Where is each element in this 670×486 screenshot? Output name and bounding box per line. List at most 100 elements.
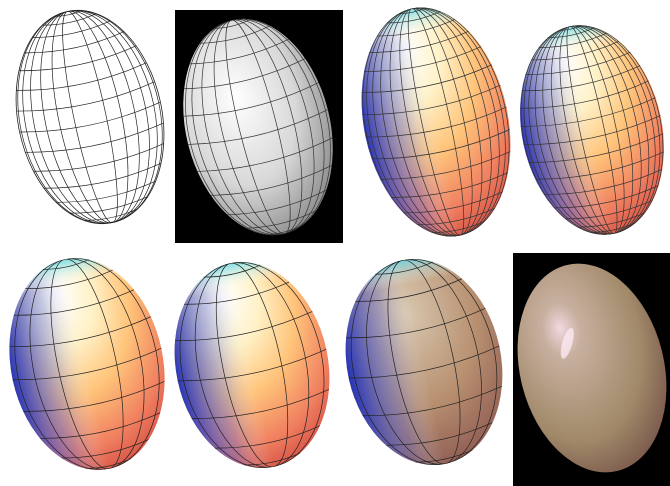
- latitude: [200, 25, 271, 44]
- latitude: [191, 389, 330, 419]
- latitude: [364, 46, 482, 72]
- latitude: [13, 289, 135, 316]
- ellipsoid: [517, 263, 667, 473]
- latitude: [33, 143, 164, 172]
- latitude: [543, 168, 663, 195]
- latitude: [355, 278, 463, 302]
- latitude: [601, 229, 626, 235]
- latitude: [25, 269, 113, 289]
- latitude: [386, 11, 441, 24]
- ellipsoid: [361, 7, 511, 237]
- latitude: [18, 45, 137, 72]
- latitude: [362, 84, 501, 115]
- mesh: [520, 24, 665, 236]
- latitude: [42, 13, 97, 26]
- mesh: [183, 18, 333, 236]
- meridian: [22, 10, 158, 224]
- latitude: [39, 412, 161, 439]
- latitude: [520, 80, 649, 109]
- latitude: [547, 27, 595, 38]
- ellipsoid: [174, 261, 330, 469]
- latitude: [576, 212, 646, 228]
- shade-overlay: [174, 262, 330, 468]
- latitude: [32, 20, 111, 38]
- ellipsoid-body: [517, 263, 667, 473]
- latitude: [564, 199, 654, 220]
- mesh: [16, 10, 164, 224]
- ellipsoid-body: [183, 18, 333, 236]
- latitude: [43, 162, 162, 189]
- latitude: [431, 220, 486, 233]
- latitude: [523, 115, 661, 145]
- latitude: [415, 449, 473, 463]
- ellipsoid: [345, 258, 503, 466]
- latitude: [528, 133, 664, 163]
- latitude: [188, 109, 329, 145]
- latitude: [403, 191, 503, 214]
- latitude: [525, 51, 631, 75]
- latitude: [246, 210, 317, 229]
- latitude: [175, 311, 313, 342]
- latitude: [398, 7, 427, 14]
- latitude: [16, 81, 155, 112]
- latitude: [390, 172, 509, 198]
- latitude: [361, 64, 492, 93]
- latitude: [445, 230, 474, 237]
- latitude: [265, 225, 302, 235]
- latitude: [520, 97, 656, 127]
- shade-overlay: [9, 258, 165, 470]
- latitude: [210, 164, 332, 196]
- meridian: [51, 10, 129, 224]
- meridian: [387, 259, 461, 465]
- latitude: [197, 137, 333, 172]
- latitude: [348, 345, 500, 379]
- latitude: [589, 222, 637, 233]
- ellipsoid: [520, 24, 665, 236]
- latitude: [19, 101, 161, 133]
- latitude: [83, 208, 138, 221]
- latitude: [85, 458, 132, 469]
- latitude: [386, 422, 493, 446]
- latitude: [183, 82, 319, 117]
- meridian: [225, 19, 291, 235]
- meridian: [407, 8, 465, 236]
- ellipsoid-body: [15, 9, 165, 225]
- latitude: [531, 40, 620, 61]
- latitude: [16, 62, 147, 91]
- latitude: [243, 452, 301, 466]
- latitude: [375, 261, 433, 275]
- latitude: [214, 425, 320, 449]
- meridian: [40, 10, 140, 224]
- latitude: [380, 151, 511, 180]
- latitude: [24, 31, 125, 54]
- highlight: [560, 327, 574, 359]
- latitude: [203, 264, 261, 278]
- latitude: [376, 19, 456, 37]
- latitude: [416, 207, 496, 226]
- latitude: [346, 307, 486, 339]
- ellipsoid: [15, 9, 165, 225]
- latitude: [521, 65, 641, 92]
- latitude: [23, 380, 165, 412]
- latitude: [538, 32, 608, 48]
- latitude: [9, 316, 151, 348]
- latitude: [362, 385, 503, 417]
- latitude: [56, 180, 156, 203]
- latitude: [184, 281, 290, 305]
- mesh: [346, 258, 503, 466]
- ellipsoid: [183, 18, 333, 236]
- latitude: [365, 106, 507, 138]
- latitude: [214, 19, 251, 29]
- latitude: [54, 10, 82, 17]
- latitude: [535, 151, 665, 180]
- latitude: [98, 217, 126, 224]
- ellipsoid: [9, 257, 165, 471]
- latitude: [25, 122, 164, 153]
- shade-overlay: [345, 259, 503, 465]
- shade-overlay: [361, 7, 511, 237]
- latitude: [42, 259, 89, 270]
- latitude: [369, 30, 469, 53]
- latitude: [69, 196, 148, 214]
- latitude: [12, 347, 162, 381]
